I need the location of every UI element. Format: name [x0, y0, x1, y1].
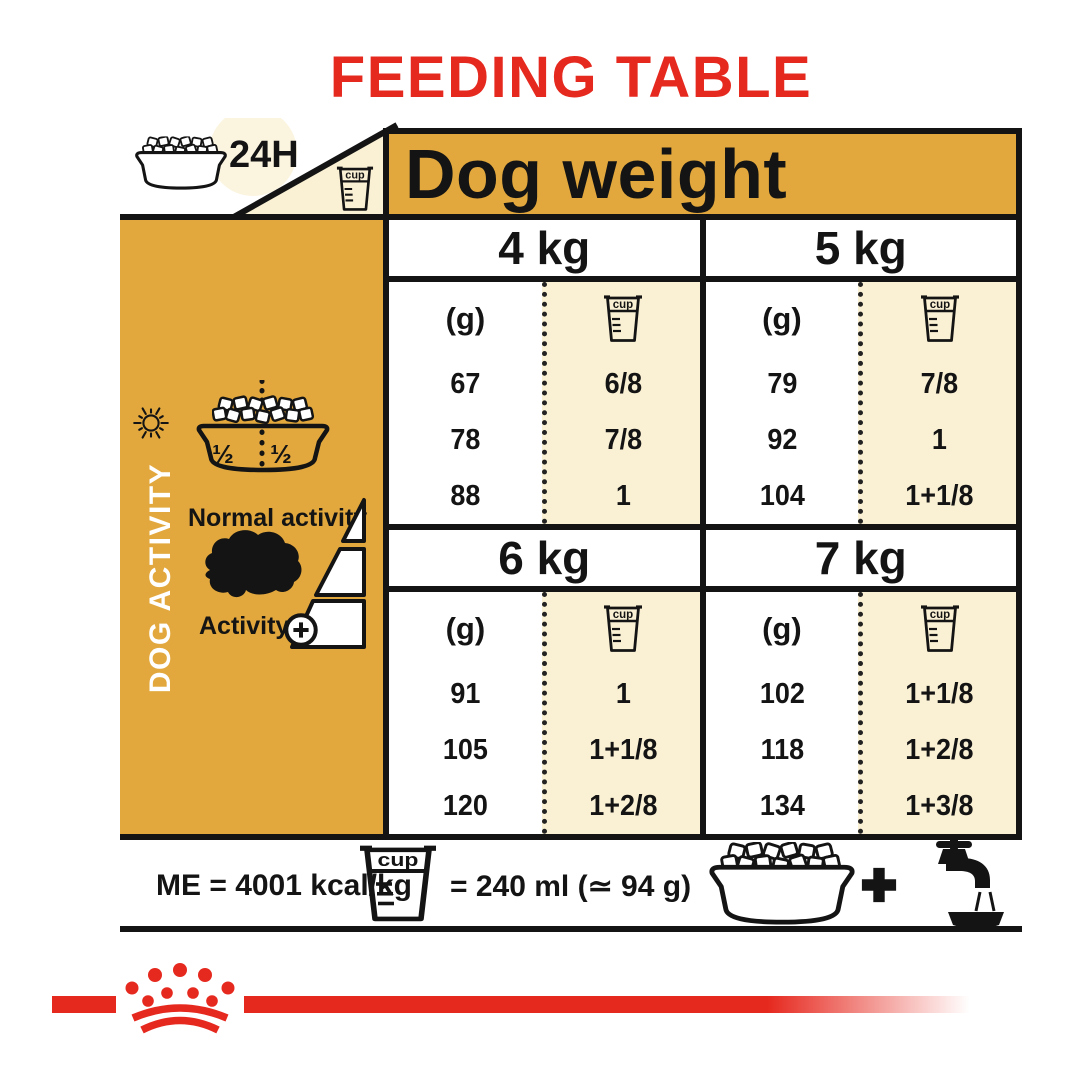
cup-unit-cell — [547, 592, 700, 666]
grams-value: 67 — [450, 367, 481, 400]
cup-column: 6/8 7/8 1 — [541, 282, 700, 524]
cup-value: 1 — [932, 423, 948, 456]
page-title: FEEDING TABLE — [329, 45, 813, 110]
cup-icon — [920, 605, 960, 653]
brand-rule-right — [244, 996, 992, 1013]
grams-value: 134 — [759, 789, 805, 822]
crown-logo — [125, 963, 235, 1034]
weight-header-label: 6 kg — [389, 530, 700, 592]
grams-column: (g) 67 78 88 — [389, 282, 542, 524]
cup-column: 1 1+1/8 1+2/8 — [541, 592, 700, 834]
grams-value: 118 — [760, 733, 804, 766]
water-tap-icon — [936, 836, 1004, 932]
grams-unit-label: (g) — [762, 301, 802, 336]
cup-unit-cell — [863, 592, 1016, 666]
sidebar-top-rule — [120, 214, 389, 220]
cup-value: 1+1/8 — [905, 677, 974, 710]
weight-header-label: 5 kg — [705, 220, 1016, 282]
footer-bowl-icon — [706, 842, 858, 934]
plus-circle-icon — [284, 613, 318, 647]
grams-value: 78 — [450, 423, 481, 456]
half-left-label: ½ — [212, 439, 234, 469]
grams-value: 120 — [442, 789, 488, 822]
cup-column: 1+1/8 1+2/8 1+3/8 — [858, 592, 1016, 834]
dog-silhouette-icon — [205, 530, 302, 598]
grams-column: (g) 91 105 120 — [389, 592, 542, 834]
cup-icon — [920, 295, 960, 343]
sun-icon — [133, 407, 169, 439]
dog-activity-vertical-label: DOG ACTIVITY — [144, 462, 177, 694]
activity-plus-label: Activity — [199, 612, 290, 640]
moon-icon — [350, 404, 361, 436]
corner-diagonal-line — [230, 122, 399, 221]
cup-icon — [603, 295, 643, 343]
half-half-bowl-icon: ½ ½ — [196, 380, 330, 473]
grams-value: 79 — [766, 367, 797, 400]
corner-cup-icon — [336, 166, 374, 212]
cup-value: 7/8 — [604, 423, 642, 456]
footer-bottom-rule — [120, 926, 1022, 932]
grams-column: (g) 79 92 104 — [706, 282, 859, 524]
weight-header-label: 4 kg — [389, 220, 700, 282]
feeding-table: Dog weight 4 kg (g) 67 78 88 6/8 7/8 1 5 kg … — [383, 128, 1022, 840]
dog-activity-sidebar — [120, 220, 383, 834]
grams-value: 104 — [759, 479, 805, 512]
brand-rule-left — [52, 996, 116, 1013]
cup-unit-cell — [547, 282, 700, 356]
dog-weight-header: Dog weight — [389, 134, 1016, 214]
cup-value: 1+1/8 — [588, 733, 658, 766]
weight-section: 5 kg (g) 79 92 104 7/8 1 1+1/8 — [705, 220, 1016, 524]
weight-header-label: 7 kg — [705, 530, 1016, 592]
daily-bowl-icon — [133, 136, 229, 196]
cup-value: 1+2/8 — [905, 733, 974, 766]
plus-icon — [861, 867, 897, 903]
weight-section: 6 kg (g) 91 105 120 1 1+1/8 1+2/8 — [389, 530, 700, 834]
cup-value: 1+3/8 — [905, 789, 974, 822]
cup-value: 1+1/8 — [905, 479, 974, 512]
footer-cup-icon — [358, 845, 438, 923]
half-right-label: ½ — [270, 439, 292, 469]
grams-column: (g) 102 118 134 — [706, 592, 859, 834]
daily-ration-label: 24H — [229, 134, 299, 176]
grams-value: 91 — [450, 677, 481, 710]
grams-value: 105 — [442, 733, 488, 766]
normal-activity-label: Normal activity — [188, 504, 368, 532]
grams-value: 92 — [766, 423, 797, 456]
cup-value: 6/8 — [604, 367, 642, 400]
cup-icon — [603, 605, 643, 653]
grams-unit-label: (g) — [445, 611, 486, 646]
cup-unit-cell — [863, 282, 1016, 356]
weight-section: 7 kg (g) 102 118 134 1+1/8 1+2/8 1+3/8 — [705, 530, 1016, 834]
cup-value: 1 — [615, 677, 631, 710]
cup-value: 1 — [615, 479, 631, 512]
cup-value: 7/8 — [920, 367, 959, 400]
cup-equivalence-label: = 240 ml (≃ 94 g) — [450, 870, 692, 903]
grams-value: 102 — [759, 677, 805, 710]
cup-column: 7/8 1 1+1/8 — [858, 282, 1016, 524]
cup-value: 1+2/8 — [588, 789, 658, 822]
weight-sections: 4 kg (g) 67 78 88 6/8 7/8 1 5 kg (g) 79 92 104 — [389, 220, 1016, 834]
grams-unit-label: (g) — [762, 611, 802, 646]
grams-unit-label: (g) — [445, 301, 486, 336]
grams-value: 88 — [450, 479, 481, 512]
corner-glow-circle — [209, 118, 297, 196]
weight-section: 4 kg (g) 67 78 88 6/8 7/8 1 — [389, 220, 700, 524]
